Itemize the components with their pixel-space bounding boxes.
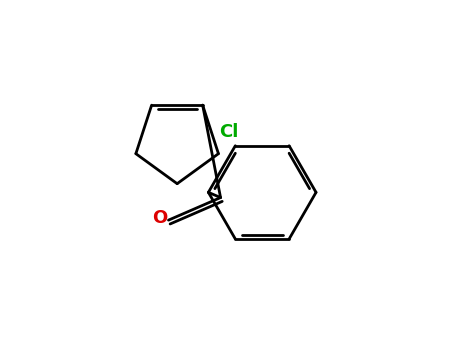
Text: Cl: Cl (219, 123, 238, 141)
Text: O: O (152, 209, 167, 228)
